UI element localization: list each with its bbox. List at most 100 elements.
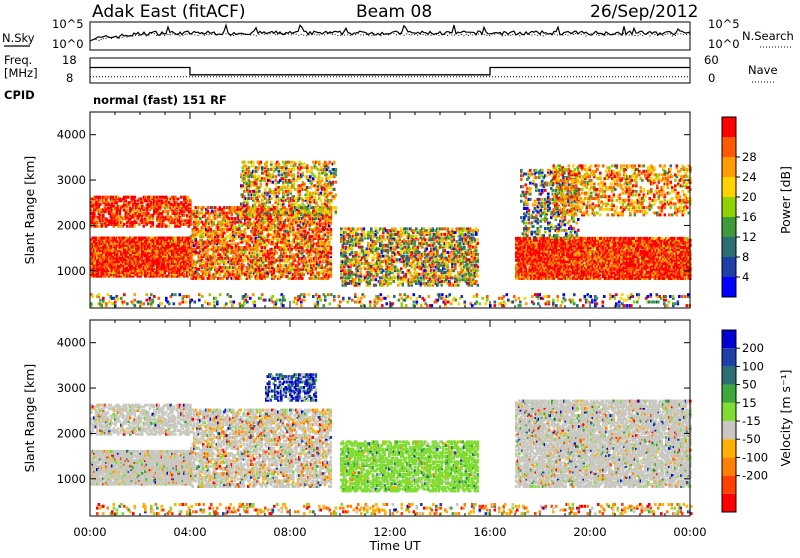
heatmap-cell <box>324 161 327 164</box>
heatmap-cell <box>327 166 330 169</box>
heatmap-cell <box>351 238 354 241</box>
heatmap-cell <box>318 271 321 274</box>
heatmap-cell <box>272 213 275 216</box>
heatmap-cell <box>254 213 257 216</box>
heatmap-cell <box>266 212 269 215</box>
heatmap-cell <box>265 242 268 245</box>
heatmap-cell <box>324 233 327 236</box>
heatmap-cell <box>360 271 363 274</box>
heatmap-cell <box>333 188 336 191</box>
heatmap-cell <box>379 280 382 283</box>
heatmap-cell <box>335 181 338 184</box>
heatmap-cell <box>143 207 146 210</box>
heatmap-cell <box>266 183 269 186</box>
heatmap-cell <box>327 175 330 178</box>
heatmap-cell <box>298 217 301 220</box>
heatmap-cell <box>335 193 338 196</box>
power-heatmap-cells <box>90 161 692 307</box>
heatmap-cell <box>330 210 333 213</box>
heatmap-cell <box>250 255 253 258</box>
heatmap-cell <box>330 246 333 249</box>
heatmap-cell <box>231 217 234 220</box>
heatmap-cell <box>375 278 378 281</box>
heatmap-cell <box>315 199 318 202</box>
heatmap-cell <box>249 244 252 247</box>
heatmap-cell <box>254 173 257 176</box>
heatmap-cell <box>396 258 399 261</box>
heatmap-cell <box>276 252 279 255</box>
heatmap-cell <box>297 212 300 215</box>
heatmap-cell <box>370 227 373 230</box>
heatmap-cell <box>237 242 240 245</box>
heatmap-cell <box>287 197 290 200</box>
heatmap-cell <box>276 206 279 209</box>
heatmap-cell <box>291 248 294 251</box>
heatmap-cell <box>285 164 288 167</box>
heatmap-cell <box>315 217 318 220</box>
nave-label: Nave <box>748 63 778 77</box>
heatmap-cell <box>214 217 217 220</box>
heatmap-cell <box>373 253 376 256</box>
heatmap-cell <box>351 251 354 254</box>
heatmap-cell <box>168 225 171 228</box>
heatmap-cell <box>384 238 387 241</box>
heatmap-cell <box>177 198 180 201</box>
heatmap-cell <box>376 273 379 276</box>
heatmap-cell <box>243 190 246 193</box>
heatmap-cell <box>288 277 291 280</box>
heatmap-cell <box>282 181 285 184</box>
heatmap-cell <box>92 201 95 204</box>
heatmap-cell <box>303 183 306 186</box>
heatmap-cell <box>385 280 388 283</box>
heatmap-cell <box>294 188 297 191</box>
nsearch-label: N.Search <box>742 29 794 43</box>
heatmap-cell <box>258 201 261 204</box>
heatmap-cell <box>201 212 204 215</box>
heatmap-cell <box>373 275 376 278</box>
heatmap-cell <box>335 168 338 171</box>
heatmap-cell <box>345 246 348 249</box>
heatmap-cell <box>358 262 361 265</box>
heatmap-cell <box>363 227 366 230</box>
heatmap-cell <box>300 206 303 209</box>
heatmap-cell <box>321 177 324 180</box>
heatmap-cell <box>303 250 306 253</box>
heatmap-cell <box>330 192 333 195</box>
heatmap-cell <box>240 277 243 280</box>
heatmap-cell <box>352 242 355 245</box>
heatmap-cell <box>134 199 137 202</box>
heatmap-cell <box>314 175 317 178</box>
heatmap-cell <box>255 183 258 186</box>
heatmap-cell <box>282 264 285 267</box>
heatmap-cell <box>274 275 277 278</box>
heatmap-cell <box>314 195 317 198</box>
heatmap-cell <box>231 242 234 245</box>
heatmap-cell <box>312 206 315 209</box>
heatmap-cell <box>228 217 231 220</box>
heatmap-cell <box>270 233 273 236</box>
heatmap-cell <box>210 228 213 231</box>
heatmap-cell <box>266 164 269 167</box>
heatmap-cell <box>96 225 99 228</box>
heatmap-cell <box>364 267 367 270</box>
heatmap-cell <box>327 248 330 251</box>
heatmap-cell <box>214 210 217 213</box>
heatmap-cell <box>302 172 305 175</box>
heatmap-cell <box>240 255 243 258</box>
heatmap-cell <box>195 206 198 209</box>
heatmap-cell <box>288 161 291 164</box>
noise-left-tick-top: 10^5 <box>52 17 84 31</box>
heatmap-cell <box>234 217 237 220</box>
heatmap-cell <box>299 193 302 196</box>
heatmap-cell <box>309 175 312 178</box>
heatmap-cell <box>330 228 333 231</box>
heatmap-cell <box>219 262 222 265</box>
heatmap-cell <box>361 238 364 241</box>
heatmap-cell <box>361 246 364 249</box>
heatmap-cell <box>327 255 330 258</box>
heatmap-cell <box>357 227 360 230</box>
heatmap-cell <box>306 164 309 167</box>
heatmap-cell <box>99 196 102 199</box>
heatmap-cell <box>95 237 98 240</box>
